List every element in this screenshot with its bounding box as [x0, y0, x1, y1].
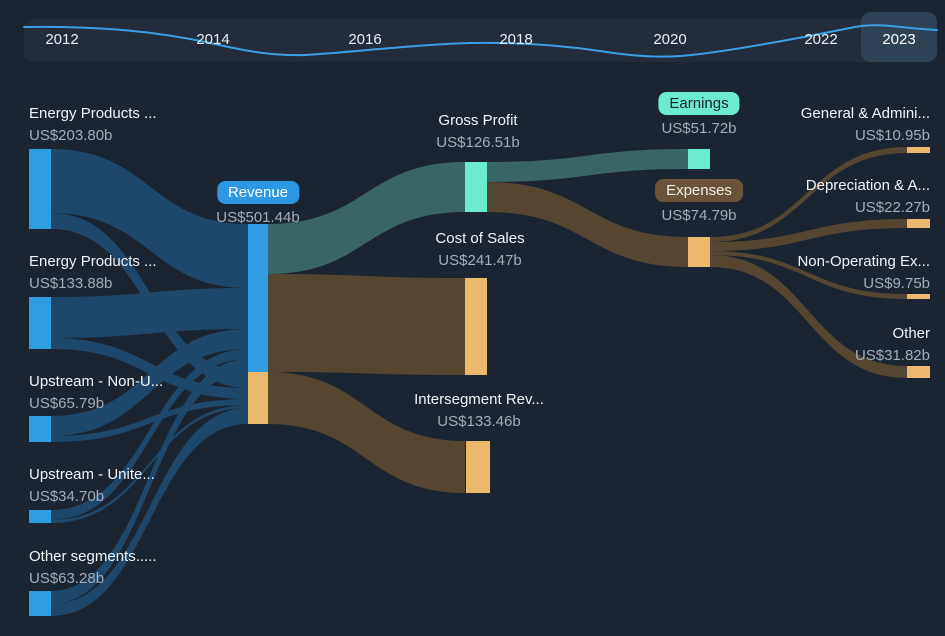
timeline-year-2014[interactable]: 2014 — [196, 31, 230, 48]
node-general-admin-bar[interactable] — [907, 147, 930, 153]
label-energy-products-us: Energy Products ... US$203.80b — [29, 105, 157, 144]
node-non-operating-bar[interactable] — [907, 294, 930, 299]
label-other-segments: Other segments..... US$63.28b — [29, 548, 157, 587]
label-non-operating: Non-Operating Ex... US$9.75b — [797, 253, 930, 292]
flow-revenue-to-gross-profit — [268, 162, 465, 274]
flow-upstream-non-us-to-intersegment — [51, 399, 248, 442]
revenue-pill[interactable]: Revenue — [216, 181, 300, 204]
node-other-bar[interactable] — [907, 366, 930, 378]
label-depreciation: Depreciation & A... US$22.27b — [805, 177, 930, 216]
flow-revenue-to-intersegment — [268, 372, 465, 493]
flow-gross-profit-to-expenses — [487, 182, 688, 267]
earnings-pill[interactable]: Earnings — [658, 92, 740, 115]
label-expenses: Expenses US$74.79b — [655, 179, 743, 227]
label-general-admin: General & Admini... US$10.95b — [800, 105, 930, 144]
label-earnings: Earnings US$51.72b — [658, 92, 740, 140]
timeline-sparkline — [23, 24, 938, 58]
node-cost-of-sales-bar[interactable] — [465, 278, 487, 375]
timeline-year-2018[interactable]: 2018 — [499, 31, 533, 48]
node-earnings-bar[interactable] — [688, 149, 710, 169]
flow-other-segments-to-revenue — [51, 359, 248, 604]
selected-year-highlight — [861, 12, 937, 62]
flow-energy-products-intl-to-revenue — [51, 288, 248, 338]
flow-expenses-to-general-admin — [710, 147, 907, 242]
timeline-year-2023[interactable]: 2023 — [882, 31, 916, 48]
label-revenue: Revenue US$501.44b — [216, 181, 300, 229]
node-revenue-bar[interactable] — [248, 224, 268, 372]
flow-upstream-us-to-revenue — [51, 349, 248, 520]
flow-revenue-to-cost-of-sales — [268, 274, 465, 375]
timeline-year-2016[interactable]: 2016 — [348, 31, 382, 48]
timeline-year-2012[interactable]: 2012 — [45, 31, 79, 48]
flow-other-segments-to-intersegment — [51, 408, 248, 616]
node-energy-products-intl-bar[interactable] — [29, 297, 51, 349]
label-energy-products-intl: Energy Products ... US$133.88b — [29, 253, 157, 292]
flow-expenses-to-other — [710, 255, 907, 378]
flow-gross-profit-to-earnings — [487, 149, 688, 182]
sparkline-path — [23, 24, 938, 58]
label-cost-of-sales: Cost of Sales US$241.47b — [435, 230, 525, 269]
label-other: Other US$31.82b — [854, 325, 930, 364]
label-gross-profit: Gross Profit US$126.51b — [436, 112, 520, 151]
flow-expenses-to-non-operating — [710, 251, 907, 299]
timeline-strip[interactable] — [24, 19, 926, 62]
label-upstream-us: Upstream - Unite... US$34.70b — [29, 466, 155, 505]
node-depreciation-bar[interactable] — [907, 219, 930, 228]
flow-upstream-us-to-intersegment — [51, 405, 248, 523]
node-upstream-non-us-bar[interactable] — [29, 416, 51, 442]
node-upstream-us-bar[interactable] — [29, 510, 51, 523]
expenses-pill[interactable]: Expenses — [655, 179, 743, 202]
timeline-year-2020[interactable]: 2020 — [653, 31, 687, 48]
flow-energy-products-us-to-revenue — [51, 149, 248, 288]
node-expenses-bar[interactable] — [688, 237, 710, 267]
node-energy-products-us-bar[interactable] — [29, 149, 51, 229]
node-other-segments-bar[interactable] — [29, 591, 51, 616]
flow-energy-products-intl-to-intersegment — [51, 338, 248, 399]
flow-expenses-to-depreciation — [710, 219, 907, 251]
label-intersegment: Intersegment Rev... US$133.46b — [414, 391, 544, 430]
node-intersegment-bar[interactable] — [466, 441, 490, 493]
node-revenue-intersegment-bar[interactable] — [248, 372, 268, 424]
flow-upstream-non-us-to-revenue — [51, 329, 248, 436]
node-gross-profit-bar[interactable] — [465, 162, 487, 212]
timeline-year-2022[interactable]: 2022 — [804, 31, 838, 48]
label-upstream-non-us: Upstream - Non-U... US$65.79b — [29, 373, 164, 412]
